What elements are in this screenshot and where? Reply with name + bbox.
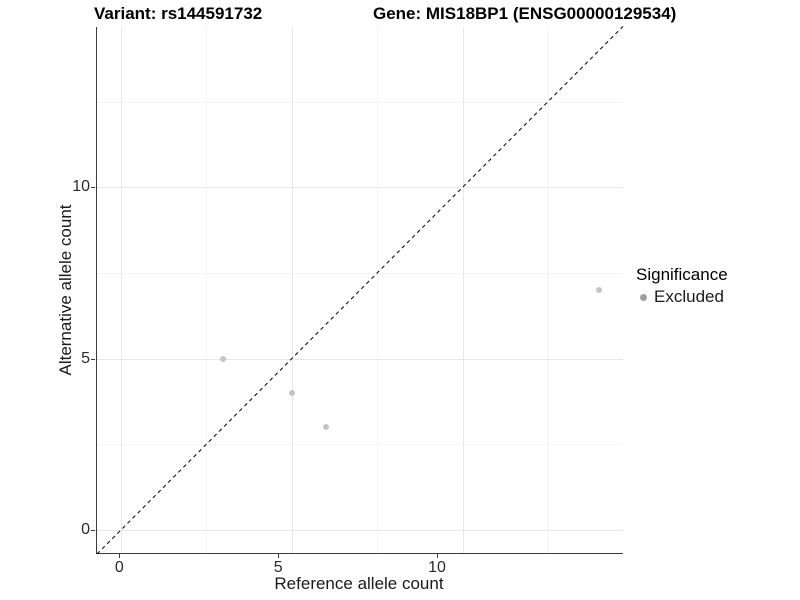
x-axis-tick xyxy=(119,554,121,558)
legend-title: Significance xyxy=(636,265,728,284)
legend: Significance Excluded xyxy=(636,265,728,307)
y-axis-tick xyxy=(91,358,95,360)
data-point xyxy=(322,424,329,431)
y-axis-tick xyxy=(91,187,95,189)
y-axis-tick xyxy=(91,530,95,531)
x-axis-title: Reference allele count xyxy=(274,574,444,593)
y-tick-label: 10 xyxy=(72,178,90,196)
gene-title: Gene: MIS18BP1 (ENSG00000129534) xyxy=(373,4,677,23)
data-point xyxy=(288,389,295,396)
x-tick-label: 5 xyxy=(273,559,283,576)
y-tick-label: 0 xyxy=(81,521,90,538)
x-axis-tick xyxy=(437,554,438,558)
identity-line xyxy=(96,25,624,555)
legend-key xyxy=(636,293,650,301)
data-point xyxy=(220,355,227,362)
legend-entry-excluded: Excluded xyxy=(636,287,728,307)
y-tick-label: 5 xyxy=(81,349,90,367)
legend-entry-label: Excluded xyxy=(654,287,724,306)
legend-point-icon xyxy=(639,293,647,301)
data-point xyxy=(596,287,603,294)
variant-title: Variant: rs144591732 xyxy=(94,4,263,23)
x-tick-label: 10 xyxy=(428,559,446,576)
x-tick-label: 0 xyxy=(114,559,124,576)
plot-panel xyxy=(96,25,624,555)
x-axis-tick xyxy=(278,554,280,558)
